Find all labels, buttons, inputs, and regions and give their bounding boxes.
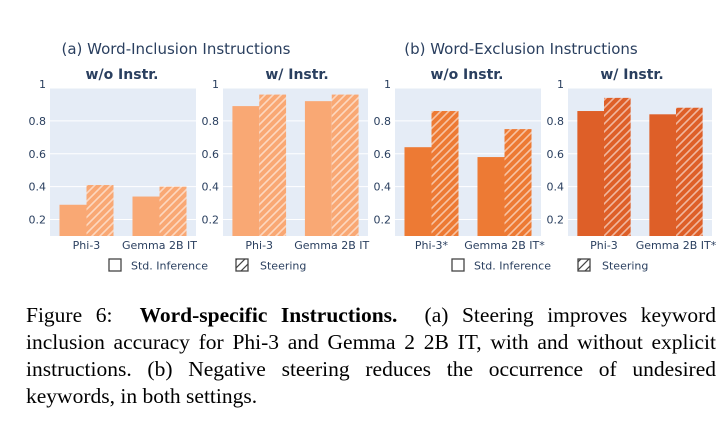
legend-label-std-a: Std. Inference — [131, 260, 208, 273]
figure-chart: (a) Word-Inclusion Instructions (b) Word… — [29, 40, 717, 273]
x-tick-label: Gemma 2B IT — [122, 239, 197, 252]
bar-steer-0 — [259, 94, 287, 236]
legend-b: Std. Inference Steering — [451, 258, 648, 273]
y-tick-label: 0.2 — [29, 214, 47, 227]
y-tick-label: 0.2 — [547, 214, 565, 227]
bar-steer-1 — [504, 129, 532, 236]
caption-text: (a) Steering improves keyword inclusion … — [26, 303, 717, 408]
panel-title: w/o Instr. — [86, 67, 159, 83]
legend-label-steer-a: Steering — [260, 260, 306, 273]
x-tick-label: Phi-3 — [73, 239, 101, 252]
caption-bold-title: Word-specific Instructions. — [139, 303, 398, 327]
bar-steer-0 — [431, 111, 459, 236]
legend-swatch-steer-a — [235, 258, 249, 272]
y-tick-label: 0.4 — [202, 181, 220, 194]
bar-std-0 — [59, 204, 87, 236]
x-tick-label: Phi-3* — [415, 239, 449, 252]
y-tick-label: 1 — [384, 78, 391, 91]
y-tick-label: 0.6 — [29, 148, 47, 161]
legend-swatch-steer-b — [577, 258, 591, 272]
x-tick-label: Gemma 2B IT* — [464, 239, 545, 252]
legend-label-std-b: Std. Inference — [474, 260, 551, 273]
caption-label: Figure 6: — [26, 303, 113, 327]
legend-a: Std. Inference Steering — [108, 258, 306, 273]
figure-caption: Figure 6: Word-specific Instructions. (a… — [26, 302, 716, 410]
bar-std-1 — [649, 114, 676, 236]
bar-std-1 — [477, 157, 505, 236]
y-tick-label: 0.6 — [547, 148, 565, 161]
x-tick-label: Gemma 2B IT — [294, 239, 369, 252]
bar-steer-1 — [159, 186, 187, 236]
bar-std-0 — [232, 106, 260, 236]
y-tick-label: 0.4 — [374, 181, 392, 194]
y-tick-label: 1 — [212, 78, 219, 91]
panel-inclusion-without-instr: 0.2 0.4 0.6 0.8 1 w/o Instr. Phi-3 Gemma 2B IT — [29, 67, 198, 252]
y-tick-label: 0.6 — [202, 148, 220, 161]
bar-steer-1 — [676, 107, 703, 236]
bar-std-1 — [304, 101, 332, 237]
bar-std-0 — [577, 111, 604, 236]
x-tick-label: Phi-3 — [245, 239, 273, 252]
y-tick-label: 0.8 — [374, 115, 392, 128]
bar-std-0 — [404, 147, 432, 236]
bar-steer-1 — [331, 94, 359, 236]
legend-swatch-std-a — [108, 258, 122, 272]
bar-steer-0 — [604, 97, 631, 236]
panel-inclusion-with-instr: 0.2 0.4 0.6 0.8 1 w/ Instr. Phi-3 Gemma 2B IT — [202, 67, 370, 252]
panel-exclusion-with-instr: 0.2 0.4 0.6 0.8 1 w/ Instr. Phi-3 Gemma 2B IT* — [547, 67, 717, 252]
panel-title: w/o Instr. — [431, 67, 504, 83]
y-tick-label: 0.8 — [29, 115, 47, 128]
panel-title: w/ Instr. — [265, 67, 328, 83]
group-title-a: (a) Word-Inclusion Instructions — [61, 40, 290, 58]
y-tick-label: 0.2 — [374, 214, 392, 227]
y-tick-label: 0.4 — [547, 181, 565, 194]
legend-label-steer-b: Steering — [602, 260, 648, 273]
panel-title: w/ Instr. — [600, 67, 663, 83]
y-tick-label: 1 — [39, 78, 46, 91]
y-tick-label: 0.8 — [202, 115, 220, 128]
y-tick-label: 0.2 — [202, 214, 220, 227]
y-tick-label: 1 — [557, 78, 564, 91]
y-tick-label: 0.8 — [547, 115, 565, 128]
x-tick-label: Phi-3 — [590, 239, 618, 252]
legend-swatch-std-b — [451, 258, 465, 272]
y-tick-label: 0.4 — [29, 181, 47, 194]
bar-std-1 — [132, 196, 160, 236]
group-title-b: (b) Word-Exclusion Instructions — [404, 40, 638, 58]
y-tick-label: 0.6 — [374, 148, 392, 161]
x-tick-label: Gemma 2B IT* — [636, 239, 717, 252]
bar-steer-0 — [86, 185, 114, 236]
panel-exclusion-without-instr: 0.2 0.4 0.6 0.8 1 w/o Instr. Phi-3* Gemma 2B IT… — [374, 67, 546, 252]
